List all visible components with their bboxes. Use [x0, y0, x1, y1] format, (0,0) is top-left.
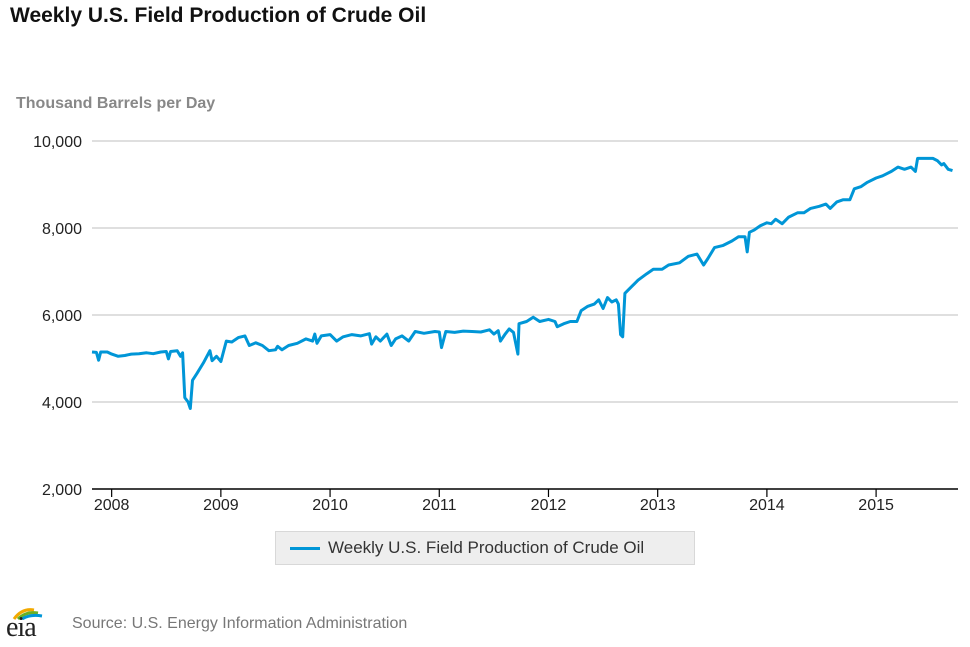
chart-title: Weekly U.S. Field Production of Crude Oi…: [10, 4, 427, 27]
footer: eia Source: U.S. Energy Information Admi…: [6, 606, 408, 643]
x-tick-label: 2009: [203, 497, 239, 514]
y-tick-label: 10,000: [33, 134, 82, 151]
y-tick-label: 2,000: [42, 482, 82, 499]
x-tick-label: 2013: [640, 497, 676, 514]
y-tick-label: 6,000: [42, 308, 82, 325]
gridlines: [92, 140, 958, 490]
y-tick-label: 8,000: [42, 221, 82, 238]
x-tick-labels: 2008 2009 2010 2011 2012 2013 2014 2015: [94, 489, 894, 514]
x-tick-label: 2012: [531, 497, 567, 514]
x-tick-label: 2008: [94, 497, 130, 514]
eia-logo-swoosh-icon: [12, 608, 43, 620]
source-note: Source: U.S. Energy Information Administ…: [72, 615, 408, 632]
y-tick-label: 4,000: [42, 395, 82, 412]
y-tick-labels: 2,000 4,000 6,000 8,000 10,000: [33, 134, 82, 499]
x-tick-label: 2014: [749, 497, 785, 514]
series-line[interactable]: [91, 156, 953, 410]
legend-swatch: [290, 546, 320, 550]
eia-logo-text: eia: [6, 612, 37, 643]
y-axis-label: Thousand Barrels per Day: [16, 95, 216, 112]
x-tick-label: 2011: [422, 497, 457, 514]
legend-label: Weekly U.S. Field Production of Crude Oi…: [328, 538, 645, 557]
x-tick-label: 2015: [858, 497, 894, 514]
x-tick-label: 2010: [312, 497, 348, 514]
series-lines: [91, 156, 953, 410]
legend[interactable]: Weekly U.S. Field Production of Crude Oi…: [275, 531, 695, 565]
eia-logo[interactable]: eia: [6, 606, 62, 643]
